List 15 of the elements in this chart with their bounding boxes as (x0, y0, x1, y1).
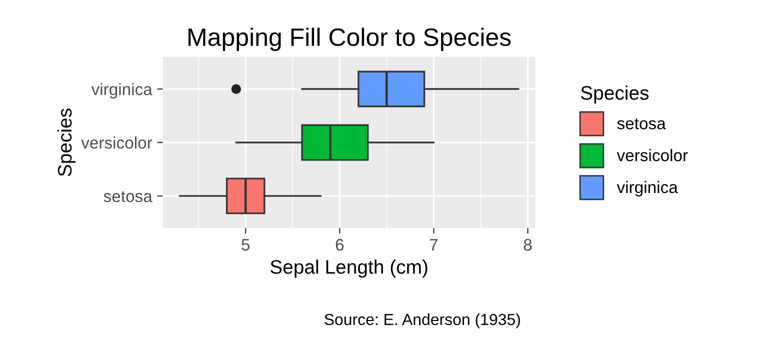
legend-label: versicolor (616, 149, 688, 162)
y-tick-label: virginica (91, 82, 152, 99)
x-tick-label: 7 (430, 239, 438, 251)
y-tick-label: versicolor (81, 136, 152, 149)
legend-title: Species (580, 86, 649, 104)
x-tick-label: 6 (336, 238, 344, 251)
source-note: Source: E. Anderson (1935) (324, 313, 520, 328)
chart-title: Mapping Fill Color to Species (188, 28, 511, 51)
x-axis-title: Sepal Length (cm) (270, 260, 428, 278)
x-tick-label: 5 (242, 239, 250, 251)
y-axis-title: Species (57, 108, 76, 176)
legend-label: virginica (616, 180, 678, 196)
legend-label: setosa (617, 118, 666, 130)
x-tick-label: 8 (524, 238, 532, 251)
y-tick-label: setosa (104, 191, 152, 202)
